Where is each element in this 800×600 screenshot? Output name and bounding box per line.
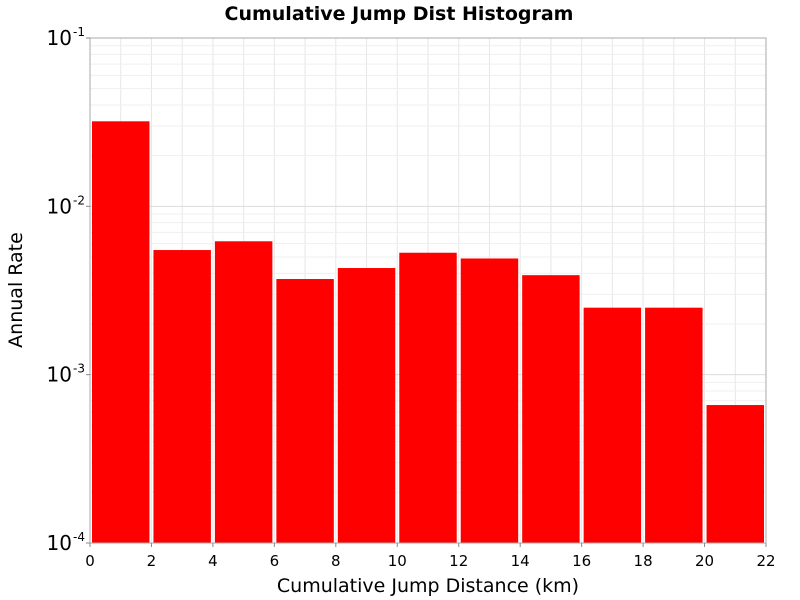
x-tick-label: 14 <box>511 552 530 570</box>
y-tick-exponent: -3 <box>73 362 85 376</box>
x-tick-label: 4 <box>208 552 218 570</box>
y-tick-exponent: -2 <box>73 193 85 207</box>
bar <box>337 268 396 543</box>
bar <box>522 275 580 543</box>
x-tick-label: 8 <box>331 552 341 570</box>
y-tick-exponent: -1 <box>73 25 85 39</box>
x-tick-label: 0 <box>85 552 95 570</box>
x-tick-label: 16 <box>572 552 591 570</box>
bar <box>92 121 150 544</box>
bar <box>706 405 764 543</box>
x-axis-ticks: 0 2 4 6 8 10 12 14 16 18 20 22 <box>85 543 776 570</box>
x-tick-label: 2 <box>147 552 157 570</box>
plot-area-frame <box>89 37 767 544</box>
chart-title: Cumulative Jump Dist Histogram <box>225 3 574 25</box>
y-tick-label: 10 <box>47 26 72 50</box>
y-axis-ticks: 10-410-310-210-1 <box>47 25 90 555</box>
bars-group <box>92 121 764 544</box>
x-tick-label: 6 <box>270 552 280 570</box>
x-tick-label: 22 <box>756 552 775 570</box>
x-tick-label: 10 <box>388 552 407 570</box>
bar <box>645 307 703 543</box>
bar <box>276 279 334 543</box>
x-axis-label: Cumulative Jump Distance (km) <box>277 575 579 597</box>
x-tick-label: 12 <box>449 552 468 570</box>
x-tick-label: 20 <box>695 552 714 570</box>
y-tick-label: 10 <box>47 363 72 387</box>
bar <box>214 241 273 543</box>
y-tick-label: 10 <box>47 194 72 218</box>
y-tick-label: 10 <box>47 531 72 555</box>
bar <box>460 258 519 543</box>
y-axis-label: Annual Rate <box>5 232 27 348</box>
x-tick-label: 18 <box>634 552 653 570</box>
bar <box>399 252 457 544</box>
bar <box>153 250 211 543</box>
bar <box>583 307 642 543</box>
y-tick-exponent: -4 <box>73 530 85 544</box>
